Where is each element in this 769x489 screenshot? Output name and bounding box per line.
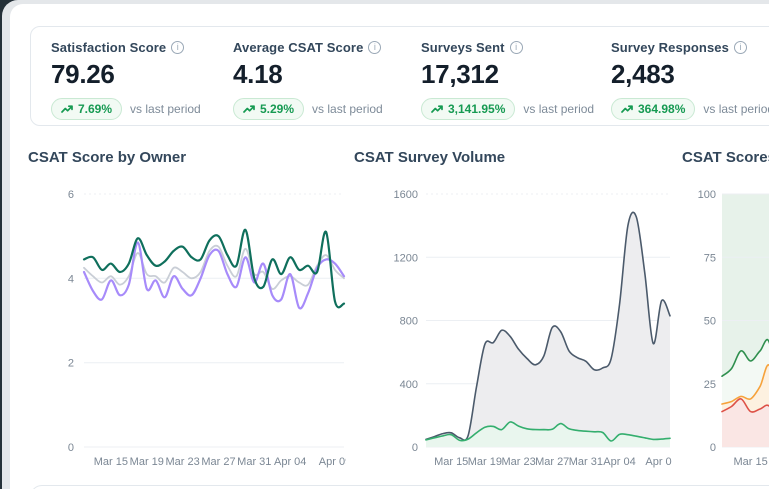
next-section-card <box>30 485 769 489</box>
svg-text:Mar 23: Mar 23 <box>501 456 535 468</box>
kpi-label: Surveys Sent <box>421 40 505 55</box>
kpi-label: Satisfaction Score <box>51 40 167 55</box>
trend-value: 5.29% <box>260 102 295 116</box>
svg-text:Apr 09: Apr 09 <box>645 456 672 468</box>
csat-score-by-owner-plot[interactable]: 0 2 4 6 Mar 15 Mar 19 Mar 23 Mar 27 Mar 31 Apr 04… <box>24 176 351 476</box>
kpi-value: 17,312 <box>421 59 499 89</box>
svg-text:Apr 04: Apr 04 <box>603 456 635 468</box>
trend-compare-label: vs last period <box>130 102 201 116</box>
trend-compare-label: vs last period <box>523 102 595 116</box>
trend-badge: 364.98% <box>611 98 696 120</box>
kpi-label: Survey Responses <box>611 40 729 55</box>
svg-text:100: 100 <box>698 189 716 201</box>
svg-text:Mar 27: Mar 27 <box>201 456 235 468</box>
svg-text:Apr 09: Apr 09 <box>319 456 346 468</box>
trend-up-icon <box>621 105 633 113</box>
trend-badge: 7.69% <box>51 98 123 120</box>
svg-text:Mar 15: Mar 15 <box>434 456 468 468</box>
svg-text:0: 0 <box>710 442 716 454</box>
svg-text:0: 0 <box>68 442 74 454</box>
chart-csat-score-by-owner: CSAT Score by Owner 0 2 4 6 Mar 15 Mar 19 Mar … <box>24 142 351 482</box>
trend-up-icon <box>243 105 255 113</box>
chart-title: CSAT Survey Volume <box>354 149 506 166</box>
svg-text:Mar 15: Mar 15 <box>94 456 128 468</box>
svg-text:50: 50 <box>704 316 716 328</box>
info-icon[interactable]: i <box>733 41 747 54</box>
kpi-value: 79.26 <box>51 59 115 89</box>
trend-up-icon <box>431 105 443 113</box>
svg-text:Mar 27: Mar 27 <box>535 456 569 468</box>
trend-compare-label: vs last period <box>312 102 383 116</box>
kpi-satisfaction-score: Satisfaction Score i 79.26 7.69% vs last… <box>51 40 236 120</box>
info-icon[interactable]: i <box>368 41 382 54</box>
trend-value: 7.69% <box>78 102 113 116</box>
svg-text:4: 4 <box>68 273 74 285</box>
trend-badge: 5.29% <box>233 98 305 120</box>
kpi-average-csat-score: Average CSAT Score i 4.18 5.29% vs last … <box>233 40 418 120</box>
svg-text:Apr 04: Apr 04 <box>274 456 306 468</box>
svg-text:75: 75 <box>704 252 716 264</box>
trend-up-icon <box>61 105 73 113</box>
svg-text:0: 0 <box>412 442 418 454</box>
svg-text:6: 6 <box>68 189 74 201</box>
svg-text:400: 400 <box>400 379 418 391</box>
dashboard-panel: Satisfaction Score i 79.26 7.69% vs last… <box>10 4 769 489</box>
svg-text:Mar 23: Mar 23 <box>165 456 199 468</box>
svg-text:Mar 31: Mar 31 <box>237 456 271 468</box>
info-icon[interactable]: i <box>171 41 185 54</box>
svg-text:25: 25 <box>704 379 716 391</box>
kpi-survey-responses: Survey Responses i 2,483 364.98% vs last… <box>611 40 769 120</box>
kpi-surveys-sent: Surveys Sent i 17,312 3,141.95% vs last … <box>421 40 606 120</box>
svg-text:Mar 15: Mar 15 <box>733 456 767 468</box>
trend-badge: 3,141.95% <box>421 98 516 120</box>
kpi-value: 2,483 <box>611 59 675 89</box>
svg-text:1600: 1600 <box>394 189 418 201</box>
info-icon[interactable]: i <box>509 41 523 54</box>
svg-text:1200: 1200 <box>394 252 418 264</box>
csat-survey-volume-plot[interactable]: 0 400 800 1200 1600 Mar 15 Mar 19 Mar 23 Mar 27 M… <box>350 176 678 476</box>
kpi-summary-card: Satisfaction Score i 79.26 7.69% vs last… <box>30 26 769 126</box>
trend-value: 364.98% <box>638 102 686 116</box>
svg-text:2: 2 <box>68 358 74 370</box>
svg-text:Mar 19: Mar 19 <box>130 456 164 468</box>
svg-text:800: 800 <box>400 316 418 328</box>
trend-value: 3,141.95% <box>448 102 506 116</box>
trend-compare-label: vs last period <box>703 102 769 116</box>
svg-text:Mar 31: Mar 31 <box>569 456 603 468</box>
chart-title: CSAT Score by Owner <box>28 149 187 166</box>
svg-text:Mar 19: Mar 19 <box>468 456 502 468</box>
kpi-label: Average CSAT Score <box>233 40 364 55</box>
chart-title: CSAT Scores C <box>682 149 769 166</box>
kpi-value: 4.18 <box>233 59 283 89</box>
chart-csat-survey-volume: CSAT Survey Volume 0 400 800 1200 1600 Mar 15… <box>350 142 678 482</box>
